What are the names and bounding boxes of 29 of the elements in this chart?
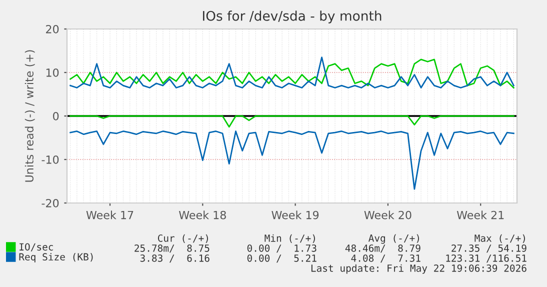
y-tick-label: 10 (46, 68, 59, 77)
text: 27.35 / 54.19 (452, 244, 526, 253)
text: 4.08 / 7.31 (351, 254, 420, 263)
y-tick-label: 0 (53, 112, 59, 120)
x-tick-label: Week 20 (364, 210, 412, 220)
text: Avg (-/+) (368, 234, 419, 244)
line-series (70, 115, 514, 128)
x-tick-label: Week 19 (272, 210, 319, 220)
text: 123.31 /116.51 (446, 254, 526, 263)
text: 3.83 / 6.16 (140, 254, 210, 263)
text: Cur (-/+) (158, 234, 208, 243)
text: Max (-/+) (474, 234, 525, 243)
chart-title: IOs for /dev/sda - by month (203, 10, 382, 24)
y-axis-title: Units read (-) / write (+) (24, 50, 35, 182)
x-tick-label: Week 18 (178, 210, 226, 220)
text: 0.00 / 5.21 (247, 254, 316, 263)
line-series (70, 130, 514, 190)
legend-label: Req Size (KB) (19, 253, 93, 262)
x-tick-label: Week 17 (86, 210, 134, 220)
text: Min (-/+) (264, 234, 315, 243)
legend-label: IO/sec (20, 243, 53, 252)
text: Last update: Fri May 22 19:06:39 2026 (311, 264, 526, 274)
y-tick-label: 20 (46, 24, 59, 34)
text: 48.46m/ 8.79 (345, 244, 420, 253)
text: 25.78m/ 8.75 (134, 244, 210, 253)
x-tick-label: Week 21 (456, 210, 504, 220)
y-tick-label: -10 (42, 155, 59, 164)
text: 0.00 / 1.73 (247, 244, 316, 253)
y-tick-label: -20 (42, 198, 59, 208)
